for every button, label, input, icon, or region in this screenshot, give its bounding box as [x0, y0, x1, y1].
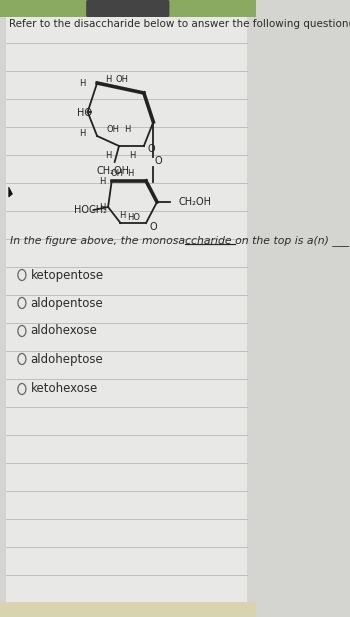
- Text: H: H: [99, 202, 105, 212]
- Text: Refer to the disaccharide below to answer the following question(s).: Refer to the disaccharide below to answe…: [9, 19, 350, 29]
- Text: H: H: [99, 176, 105, 186]
- Text: H: H: [105, 75, 111, 85]
- Text: CH₂OH: CH₂OH: [97, 166, 130, 176]
- Text: H: H: [79, 128, 86, 138]
- Text: aldoheptose: aldoheptose: [31, 352, 103, 365]
- Text: H: H: [127, 168, 133, 178]
- FancyBboxPatch shape: [86, 0, 169, 17]
- Text: aldohexose: aldohexose: [31, 325, 98, 337]
- Text: CH₂OH: CH₂OH: [179, 197, 212, 207]
- Text: HO: HO: [77, 108, 92, 118]
- Text: ketopentose: ketopentose: [31, 268, 104, 281]
- Text: H: H: [125, 125, 131, 133]
- Polygon shape: [9, 187, 12, 197]
- FancyBboxPatch shape: [6, 17, 247, 602]
- Text: O: O: [149, 222, 157, 232]
- Text: OH: OH: [107, 125, 120, 133]
- Text: O: O: [155, 156, 162, 166]
- Text: OH: OH: [116, 75, 128, 85]
- Bar: [0, 0, 256, 17]
- Text: H: H: [129, 152, 135, 160]
- Text: O: O: [147, 144, 155, 154]
- Text: OH: OH: [110, 168, 123, 178]
- Text: ketohexose: ketohexose: [31, 383, 98, 395]
- Text: HO: HO: [127, 212, 140, 222]
- Text: H: H: [105, 151, 111, 160]
- Text: H: H: [79, 78, 86, 88]
- Text: In the figure above, the monosaccharide on the top is a(n) ___: In the figure above, the monosaccharide …: [10, 236, 349, 246]
- Text: aldopentose: aldopentose: [31, 297, 103, 310]
- Text: HOCH₂: HOCH₂: [75, 205, 107, 215]
- Text: H: H: [119, 210, 126, 220]
- Bar: [0, 602, 256, 617]
